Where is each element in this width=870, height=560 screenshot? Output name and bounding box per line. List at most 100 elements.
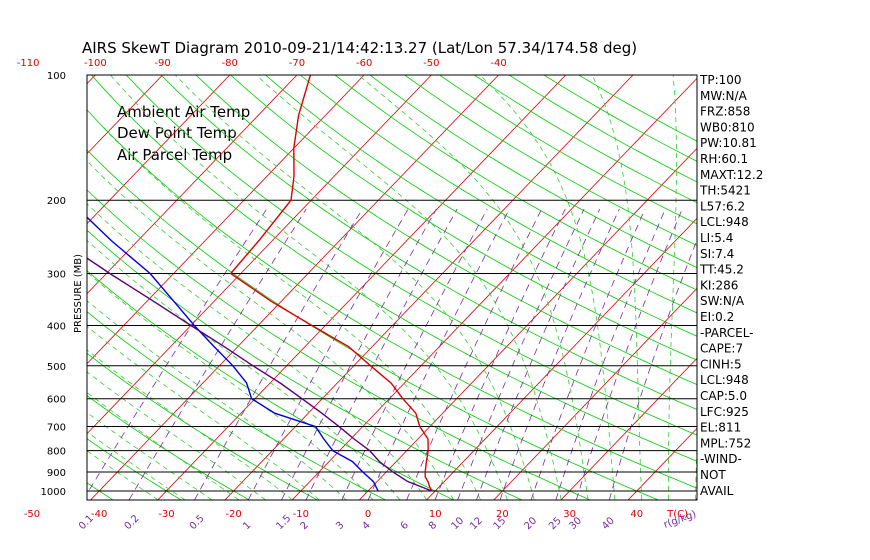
dry-adiabat-line (87, 482, 113, 500)
bottom-temp-tick-label: -10 (293, 509, 309, 520)
isotherm-line (0, 75, 28, 500)
legend-ambient: Ambient Air Temp (117, 103, 250, 121)
bottom-temp-tick-label: -20 (225, 509, 241, 520)
pressure-tick-label: 500 (47, 362, 66, 373)
mixing-ratio-line (281, 208, 437, 500)
isotherm-line (87, 75, 365, 365)
moist-adiabat-line (358, 75, 589, 500)
legend-dewpoint: Dew Point Temp (117, 124, 237, 142)
pressure-tick-label: 300 (47, 269, 66, 280)
mixing-ratio-tick-label: 20 (522, 515, 539, 532)
isotherm-line (224, 75, 634, 500)
x-axis-label: T(C) (666, 509, 688, 520)
dry-adiabat-line (87, 229, 522, 500)
isotherm-line (426, 217, 697, 500)
pressure-tick-label: 100 (47, 71, 66, 82)
pressure-tick-label: 800 (47, 447, 66, 458)
mixing-ratio-line (555, 208, 666, 500)
index-label: -PARCEL- (700, 326, 754, 340)
y-axis-label: PRESSURE (MB) (73, 254, 84, 333)
mixing-ratio-line (247, 208, 409, 500)
top-temp-tick-label: -60 (356, 58, 372, 69)
plot-frame (86, 74, 698, 501)
top-temp-tick-label: -90 (154, 58, 170, 69)
isotherm-line (87, 75, 298, 295)
mixing-ratio-line (457, 208, 585, 500)
mixing-ratio-line (434, 208, 566, 500)
mixing-ratio-tick-label: 0.2 (123, 513, 142, 532)
dry-adiabat-line (87, 352, 318, 500)
moist-adiabat-line (87, 160, 454, 500)
bottom-temp-tick-label: -50 (24, 509, 40, 520)
index-label: MW:N/A (700, 89, 748, 103)
index-label: CINH:5 (700, 357, 742, 371)
dewpoint-line (87, 216, 379, 492)
mixing-ratio-line (576, 208, 683, 500)
bottom-temp-tick-label: -40 (91, 509, 107, 520)
index-label: KI:286 (700, 278, 738, 292)
dry-adiabat-line (230, 75, 697, 361)
index-label: NOT (700, 468, 726, 482)
dry-adiabat-line (195, 75, 697, 386)
isotherm-line (87, 75, 231, 225)
legend: Ambient Air Temp Dew Point Temp Air Parc… (117, 103, 250, 164)
index-label: EL:811 (700, 421, 741, 435)
mixing-ratio-tick-label: 2 (299, 520, 311, 532)
series-group (87, 75, 433, 492)
dry-adiabat-line (87, 395, 250, 500)
isotherm-line (87, 75, 163, 155)
index-label: MAXT:12.2 (700, 168, 763, 182)
legend-parcel: Air Parcel Temp (117, 146, 232, 164)
isotherm-line (628, 427, 697, 500)
dry-adiabat-line (334, 75, 697, 291)
grid-lines (0, 75, 870, 500)
moist-adiabat-line (87, 239, 401, 500)
moist-adiabat-line (255, 75, 562, 500)
index-label: PW:10.81 (700, 136, 757, 150)
mixing-ratio-line (530, 208, 646, 500)
index-label: MPL:752 (700, 436, 751, 450)
ambient-temp-line (229, 75, 433, 492)
isotherm-line (763, 75, 870, 500)
pressure-tick-label: 700 (47, 423, 66, 434)
mixing-ratio-tick-label: 25 (547, 515, 564, 532)
pressure-tick-label: 1000 (41, 487, 66, 498)
mixing-ratio-line (194, 208, 363, 500)
mixing-ratio-tick-label: 10 (449, 515, 466, 532)
dry-adiabat-line (369, 75, 697, 269)
index-label: LI:5.4 (700, 231, 733, 245)
index-label: EI:0.2 (700, 310, 734, 324)
index-label: RH:60.1 (700, 152, 748, 166)
bottom-temp-tick-label: 20 (496, 509, 509, 520)
dry-adiabat-line (160, 75, 697, 411)
pressure-tick-label: 400 (47, 321, 66, 332)
index-label: LFC:925 (700, 405, 749, 419)
mixing-ratio-tick-label: 8 (427, 520, 439, 532)
moist-adiabat-line (174, 75, 535, 500)
mixing-ratio-tick-label: 6 (399, 520, 411, 532)
bottom-temp-tick-label: 40 (630, 509, 643, 520)
chart-title: AIRS SkewT Diagram 2010-09-21/14:42:13.2… (82, 39, 637, 57)
index-label: -WIND- (700, 452, 742, 466)
moist-adiabat-line (87, 349, 293, 500)
mixing-ratio-tick-label: 40 (600, 515, 617, 532)
mixing-ratio-tick-label: 1 (241, 520, 253, 532)
dry-adiabat-line (87, 270, 454, 500)
isotherm-line (560, 357, 697, 500)
index-label: CAPE:7 (700, 342, 743, 356)
pressure-tick-label: 200 (47, 196, 66, 207)
dry-adiabat-line (87, 109, 697, 489)
mixing-ratio-line (87, 208, 268, 495)
mixing-ratio-line (305, 208, 458, 500)
mixing-ratio-line (476, 208, 601, 500)
index-label: LCL:948 (700, 373, 749, 387)
index-label: TT:45.2 (699, 263, 744, 277)
moist-adiabat-line (479, 75, 616, 500)
top-temp-tick-label: -80 (222, 58, 238, 69)
top-temp-tick-label: -70 (289, 58, 305, 69)
moist-adiabat-line (695, 437, 697, 500)
isotherm-line (493, 287, 697, 500)
